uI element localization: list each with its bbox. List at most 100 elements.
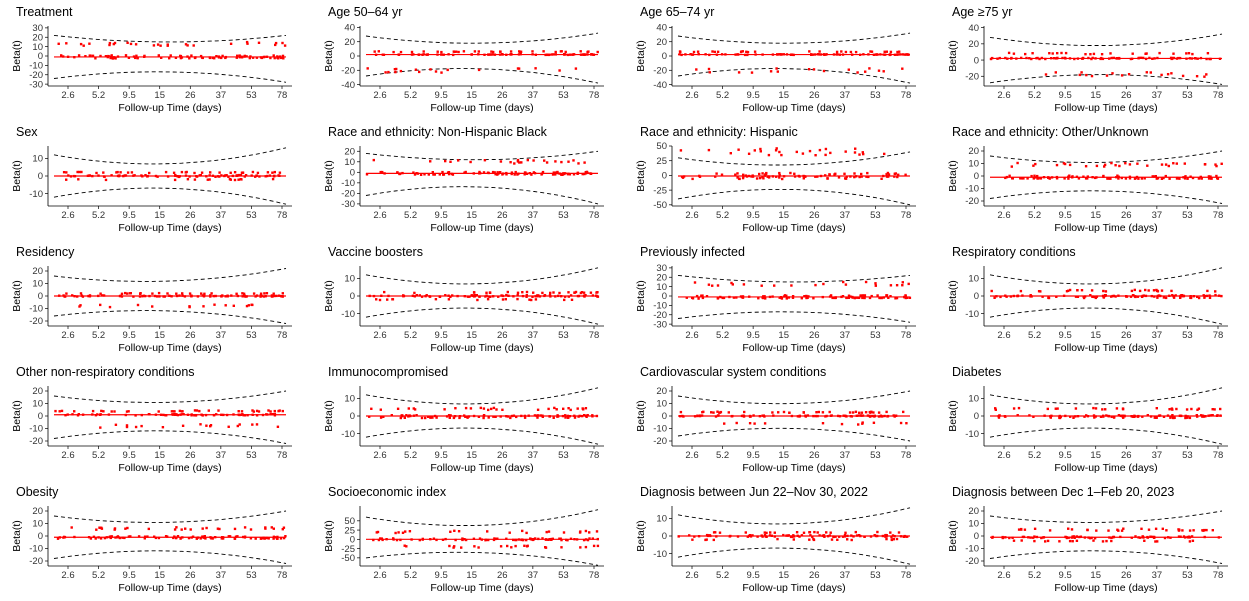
data-point	[736, 172, 739, 175]
data-point	[812, 68, 816, 71]
data-point	[785, 294, 788, 297]
data-point	[548, 415, 551, 418]
y-axis-label: Beta(t)	[11, 160, 23, 192]
x-tick-label: 78	[589, 210, 600, 221]
data-point	[744, 174, 748, 177]
data-point	[847, 296, 851, 299]
x-tick-label: 26	[185, 570, 196, 581]
data-point	[205, 175, 208, 178]
data-point	[472, 537, 476, 540]
data-point	[850, 538, 853, 542]
data-point	[572, 53, 576, 56]
data-point	[857, 423, 860, 426]
data-point	[897, 173, 900, 176]
data-point	[220, 56, 223, 60]
data-point	[558, 291, 561, 295]
data-point	[824, 153, 827, 157]
data-point	[1213, 408, 1216, 411]
x-tick-label: 53	[558, 330, 569, 341]
data-point	[246, 414, 249, 417]
data-point	[148, 413, 151, 416]
data-point	[76, 170, 79, 174]
data-point	[282, 57, 285, 60]
data-point	[691, 297, 695, 300]
data-point	[806, 296, 809, 299]
data-point	[130, 171, 134, 174]
data-point	[221, 54, 224, 58]
data-point	[445, 415, 449, 418]
data-point	[1127, 73, 1131, 76]
y-tick-label: 20	[32, 266, 43, 277]
data-point	[126, 292, 129, 295]
x-tick-label: 5.2	[404, 90, 417, 101]
data-point	[423, 173, 426, 176]
data-point	[425, 294, 428, 297]
data-point	[395, 538, 399, 542]
data-point	[489, 295, 492, 298]
x-tick-label: 26	[497, 210, 508, 221]
data-point	[276, 535, 279, 539]
data-point	[510, 53, 513, 56]
data-point	[509, 416, 512, 420]
data-point	[1108, 536, 1111, 539]
data-point	[415, 294, 418, 297]
data-point	[1050, 57, 1053, 60]
data-point	[1170, 407, 1174, 410]
data-point	[103, 536, 107, 540]
data-point	[1119, 414, 1122, 417]
data-point	[1059, 415, 1062, 418]
data-point	[1196, 415, 1199, 418]
data-point	[80, 170, 83, 174]
data-point	[126, 171, 130, 174]
data-point	[1115, 176, 1118, 179]
data-point	[1092, 52, 1096, 56]
data-point	[1046, 539, 1050, 543]
data-point	[1110, 536, 1113, 539]
data-point	[1128, 163, 1132, 166]
data-point	[1076, 415, 1080, 418]
data-point	[866, 171, 869, 175]
chart-title: Diagnosis between Dec 1–Feb 20, 2023	[952, 485, 1174, 499]
data-point	[198, 409, 201, 413]
data-point	[172, 536, 175, 540]
data-point	[532, 159, 535, 162]
data-point	[735, 421, 738, 425]
data-point	[549, 295, 552, 298]
x-tick-label: 26	[1121, 330, 1132, 341]
data-point	[1129, 295, 1133, 298]
data-point	[119, 171, 122, 174]
data-point	[263, 55, 266, 59]
data-point	[1209, 414, 1212, 417]
data-point	[1091, 295, 1094, 298]
data-point	[1185, 57, 1188, 60]
upper-confidence-band	[989, 150, 1223, 163]
data-point	[1186, 177, 1189, 180]
data-point	[584, 407, 588, 410]
data-point	[762, 177, 765, 180]
data-point	[889, 531, 892, 534]
x-tick-label: 78	[277, 90, 288, 101]
data-point	[188, 175, 191, 178]
y-tick-label: 10	[32, 42, 43, 53]
data-point	[806, 414, 810, 417]
x-tick-label: 78	[901, 570, 912, 581]
x-tick-label: 53	[558, 210, 569, 221]
data-point	[766, 175, 769, 178]
data-point	[454, 407, 457, 410]
data-point	[1175, 162, 1178, 165]
data-point	[718, 411, 722, 414]
data-point	[752, 414, 755, 417]
data-point	[580, 291, 584, 294]
data-point	[821, 534, 824, 537]
y-tick-label: -10	[653, 549, 667, 560]
chart-title: Race and ethnicity: Other/Unknown	[952, 125, 1149, 139]
data-point	[1139, 56, 1143, 59]
data-point	[271, 177, 275, 181]
data-point	[380, 294, 383, 297]
data-point	[1220, 294, 1223, 298]
data-point	[713, 50, 716, 54]
data-point	[545, 161, 549, 164]
data-point	[1130, 536, 1133, 539]
data-point	[1027, 536, 1030, 539]
data-point	[433, 414, 437, 418]
